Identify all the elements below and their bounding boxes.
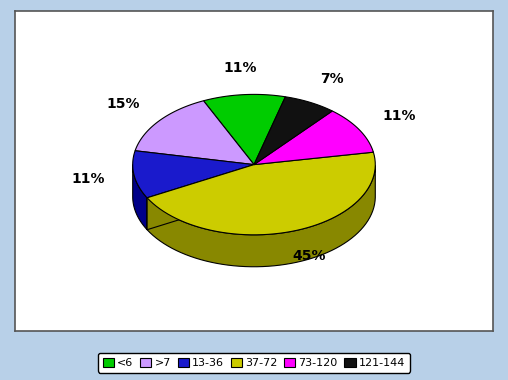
Text: 45%: 45% [292, 249, 326, 263]
Polygon shape [133, 165, 147, 230]
Polygon shape [133, 151, 254, 198]
Text: 11%: 11% [223, 61, 257, 75]
Text: 11%: 11% [72, 172, 105, 186]
Legend: <6, >7, 13-36, 37-72, 73-120, 121-144: <6, >7, 13-36, 37-72, 73-120, 121-144 [98, 353, 410, 372]
Polygon shape [147, 166, 375, 267]
Polygon shape [135, 101, 254, 165]
Polygon shape [254, 111, 373, 165]
Polygon shape [147, 165, 254, 230]
Text: 15%: 15% [106, 97, 140, 111]
Polygon shape [204, 94, 285, 165]
Polygon shape [147, 165, 254, 230]
Text: 11%: 11% [382, 109, 416, 123]
Polygon shape [147, 152, 375, 235]
Polygon shape [254, 97, 332, 165]
Text: 7%: 7% [320, 72, 343, 86]
